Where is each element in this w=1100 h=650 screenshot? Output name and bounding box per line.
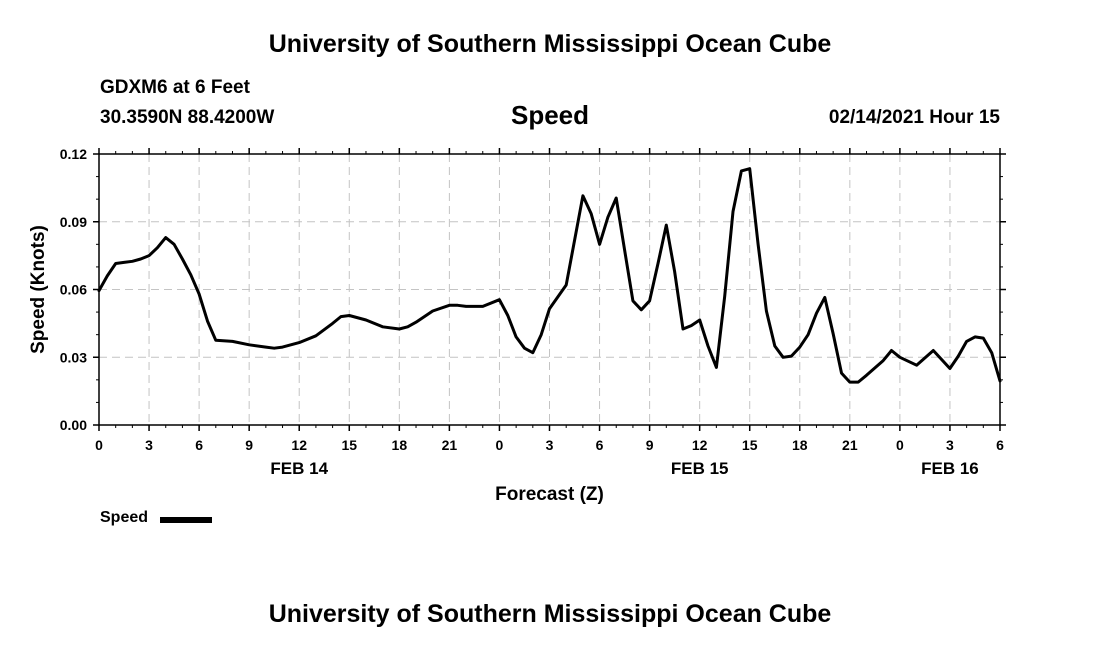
x-tick-label: 18	[392, 437, 408, 453]
x-tick-label: 18	[792, 437, 808, 453]
axis-ticks	[93, 148, 1006, 431]
legend-swatch	[160, 517, 212, 523]
x-tick-label: 15	[341, 437, 357, 453]
x-tick-label: 21	[442, 437, 458, 453]
x-tick-label: 9	[245, 437, 253, 453]
legend-label: Speed	[100, 509, 149, 526]
x-axis-title: Forecast (Z)	[495, 484, 604, 505]
y-tick-label: 0.09	[60, 214, 87, 230]
footer-title: University of Southern Mississippi Ocean…	[268, 600, 832, 628]
y-axis-title: Speed (Knots)	[28, 225, 49, 354]
x-tick-label: 15	[742, 437, 758, 453]
date-label: FEB 14	[270, 459, 328, 478]
x-tick-label: 9	[646, 437, 654, 453]
chart-title: Speed	[510, 100, 590, 130]
x-tick-label: 6	[596, 437, 604, 453]
x-tick-label: 3	[546, 437, 554, 453]
y-tick-label: 0.06	[60, 282, 87, 298]
station-label: GDXM6 at 6 Feet	[100, 77, 250, 98]
x-tick-label: 0	[496, 437, 504, 453]
series-line-speed	[97, 167, 1002, 384]
x-tick-label: 0	[896, 437, 904, 453]
x-tick-label: 6	[195, 437, 203, 453]
x-tick-label: 3	[946, 437, 954, 453]
y-tick-label: 0.12	[60, 146, 87, 162]
x-tick-label: 3	[145, 437, 153, 453]
x-tick-label: 6	[996, 437, 1004, 453]
date-label: FEB 15	[671, 459, 729, 478]
x-tick-label: 21	[842, 437, 858, 453]
station-coordinates: 30.3590N 88.4200W	[100, 107, 275, 128]
date-label: FEB 16	[921, 459, 979, 478]
page-title: University of Southern Mississippi Ocean…	[268, 30, 832, 58]
x-tick-label: 12	[692, 437, 708, 453]
forecast-datetime: 02/14/2021 Hour 15	[828, 107, 1000, 128]
x-tick-label: 12	[291, 437, 307, 453]
x-tick-label: 0	[95, 437, 103, 453]
axis-labels: 0.00 0.03 0.06 0.09 0.12 0 3 6 9 12 15 18 21 0 3 6 9 12 15…	[60, 146, 1004, 478]
series-layer	[97, 167, 1002, 384]
y-tick-label: 0.03	[60, 349, 87, 365]
grid	[99, 154, 1000, 425]
y-tick-label: 0.00	[60, 417, 87, 433]
